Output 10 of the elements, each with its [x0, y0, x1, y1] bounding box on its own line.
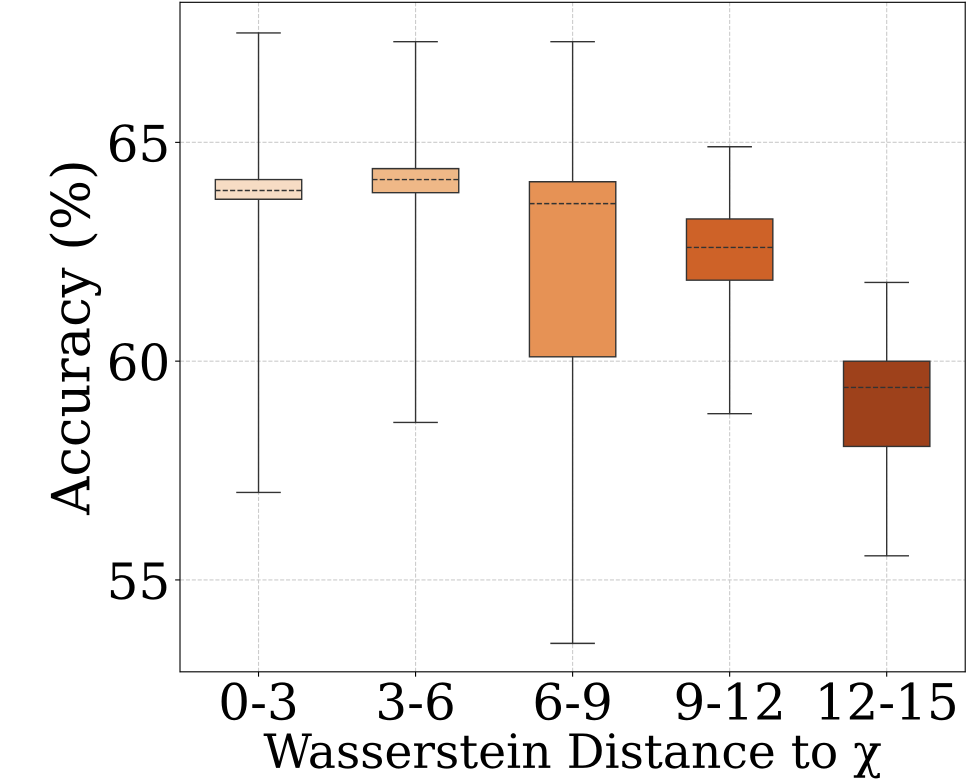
x-tick-label: 12-15: [820, 682, 955, 720]
x-tick-label: 9-12: [676, 682, 781, 720]
y-tick-label: 55: [110, 562, 166, 600]
x-tick-label: 6-9: [536, 682, 610, 720]
y-axis-title: Accuracy (%): [49, 164, 102, 516]
x-tick-label: 3-6: [379, 682, 453, 720]
x-axis-title: Wasserstein Distance to χ: [264, 733, 881, 778]
y-tick-label: 65: [110, 124, 166, 162]
x-tick-label: 0-3: [222, 682, 296, 720]
y-tick-label: 60: [110, 343, 167, 381]
